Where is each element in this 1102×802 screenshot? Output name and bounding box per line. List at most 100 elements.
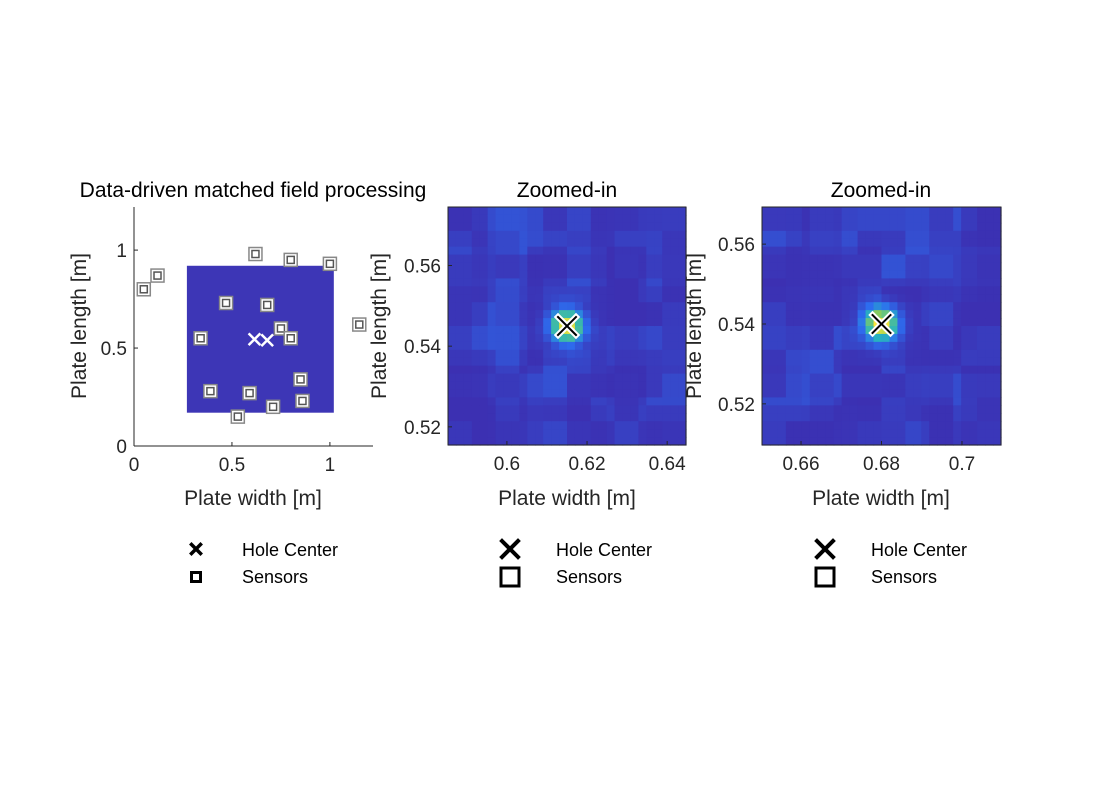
heatmap-cell — [614, 405, 624, 414]
heatmap-cell — [654, 214, 663, 224]
heatmap-cell — [495, 278, 505, 287]
heatmap-cell — [598, 437, 608, 446]
heatmap-cell — [614, 381, 624, 391]
heatmap-cell — [985, 341, 994, 351]
heatmap-cell — [559, 230, 568, 240]
heatmap-cell — [495, 349, 505, 359]
heatmap-cell — [543, 437, 552, 446]
heatmap-cell — [622, 365, 632, 375]
heatmap-cell — [897, 421, 906, 430]
heatmap-cell — [841, 270, 851, 279]
heatmap-cell — [471, 357, 481, 367]
heatmap-cell — [881, 341, 891, 351]
heatmap-cell — [897, 270, 906, 279]
heatmap-cell — [630, 214, 639, 224]
heatmap-cell — [654, 246, 663, 256]
heatmap-cell — [606, 318, 616, 327]
heatmap-cell — [929, 262, 938, 272]
heatmap-cell — [448, 254, 457, 264]
heatmap-cell — [678, 318, 687, 327]
heatmap-cell — [678, 413, 687, 422]
heatmap-cell — [817, 421, 827, 430]
heatmap-cell — [535, 262, 544, 272]
heatmap-cell — [606, 278, 616, 287]
heatmap-cell — [833, 230, 843, 240]
heatmap-cell — [825, 286, 835, 295]
heatmap-cell — [881, 262, 891, 272]
heatmap-cell — [662, 365, 671, 375]
heatmap-cell — [785, 230, 795, 240]
heatmap-cell — [590, 262, 600, 272]
heatmap-cell — [809, 373, 819, 383]
heatmap-cell — [463, 246, 473, 256]
heatmap-cell — [527, 302, 536, 311]
legend-hole-center-label: Hole Center — [556, 540, 652, 560]
heatmap-cell — [559, 222, 568, 232]
heatmap-cell — [622, 238, 632, 248]
heatmap-cell — [503, 437, 513, 446]
heatmap-cell — [969, 270, 978, 279]
heatmap-cell — [905, 405, 914, 414]
heatmap-cell — [630, 278, 639, 287]
heatmap-cell — [463, 294, 473, 303]
heatmap-cell — [574, 389, 584, 398]
heatmap-cell — [897, 238, 906, 248]
heatmap-cell — [622, 333, 632, 343]
heatmap-cell — [455, 333, 465, 343]
legend-hole-center-label: Hole Center — [871, 540, 967, 560]
heatmap-cell — [479, 397, 489, 406]
heatmap-cell — [793, 254, 803, 264]
heatmap-cell — [833, 397, 843, 406]
heatmap-cell — [977, 413, 986, 422]
heatmap-cell — [582, 421, 592, 430]
heatmap-cell — [881, 207, 891, 216]
heatmap-cell — [945, 341, 954, 351]
heatmap-cell — [646, 373, 655, 383]
heatmap-cell — [825, 318, 835, 327]
heatmap-cell — [598, 373, 608, 383]
heatmap-cell — [769, 413, 779, 422]
heatmap-cell — [769, 365, 779, 375]
heatmap-cell — [825, 262, 835, 272]
heatmap-cell — [961, 333, 970, 343]
panel-full-plate: Data-driven matched field processing Pla… — [68, 179, 426, 587]
heatmap-cell — [785, 246, 795, 256]
heatmap-cell — [841, 246, 851, 256]
heatmap-cell — [495, 246, 505, 256]
heatmap-cell — [985, 262, 994, 272]
heatmap-cell — [527, 286, 536, 295]
heatmap-cell — [793, 373, 803, 383]
heatmap-cell — [993, 326, 1002, 335]
heatmap-cell — [527, 326, 536, 335]
heatmap-cell — [654, 429, 663, 438]
heatmap-cell — [873, 397, 883, 406]
heatmap-cell — [574, 413, 584, 422]
heatmap-cell — [937, 294, 946, 303]
heatmap-cell — [622, 207, 632, 216]
heatmap-cell — [606, 310, 616, 319]
heatmap-cell — [630, 333, 639, 343]
heatmap-cell — [622, 381, 632, 391]
heatmap-cell — [654, 302, 663, 311]
heatmap-cell — [937, 381, 946, 391]
heatmap-cell — [646, 294, 655, 303]
heatmap-cell — [873, 357, 883, 367]
heatmap-cell — [567, 341, 576, 351]
heatmap-cell — [841, 349, 851, 359]
heatmap-cell — [614, 429, 624, 438]
heatmap-cell — [543, 278, 552, 287]
heatmap-cell — [448, 302, 457, 311]
heatmap-cell — [487, 405, 497, 414]
heatmap-cell — [769, 262, 779, 272]
heatmap-cell — [913, 318, 922, 327]
heatmap-cell — [929, 246, 938, 256]
heatmap-cell — [622, 389, 632, 398]
heatmap-cell — [503, 294, 513, 303]
heatmap-cell — [809, 326, 819, 335]
heatmap-cell — [551, 357, 560, 367]
heatmap-cell — [793, 397, 803, 406]
heatmap-cell — [662, 389, 671, 398]
heatmap-cell — [463, 318, 473, 327]
heatmap-cell — [817, 357, 827, 367]
